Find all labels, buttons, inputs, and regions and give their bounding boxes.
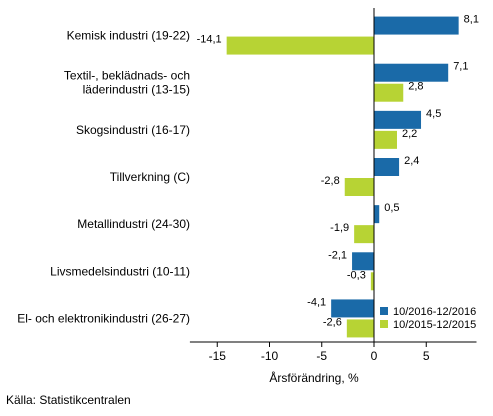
data-label: -0,3	[347, 269, 366, 281]
bar	[226, 36, 374, 55]
source-note: Källa: Statistikcentralen	[6, 393, 131, 407]
category-label: Skogsindustri (16-17)	[76, 123, 190, 137]
bar	[346, 319, 374, 338]
x-tick-label: -15	[209, 349, 227, 363]
x-tick-label: 0	[371, 349, 378, 363]
x-tick-label: 5	[423, 349, 430, 363]
data-label: 4,5	[426, 108, 441, 120]
data-label: -2,8	[321, 175, 340, 187]
bar	[344, 178, 374, 196]
data-label: 2,8	[408, 81, 423, 93]
bar	[374, 158, 400, 176]
bar	[354, 225, 374, 244]
bar	[374, 130, 397, 149]
bar	[374, 16, 459, 35]
x-tick-label: -5	[316, 349, 327, 363]
legend-label: 10/2016-12/2016	[393, 306, 476, 318]
legend-label: 10/2015-12/2015	[393, 319, 476, 331]
bar	[331, 299, 374, 318]
bars	[226, 16, 459, 338]
bar	[370, 272, 374, 291]
data-label: -2,6	[323, 316, 342, 328]
legend-swatch	[380, 307, 388, 315]
category-label: El- och elektronikindustri (26-27)	[17, 311, 190, 325]
legend-swatch	[380, 320, 388, 328]
bar	[374, 63, 449, 82]
data-label: 2,4	[404, 155, 419, 167]
data-label: 7,1	[453, 61, 468, 73]
bar	[374, 205, 380, 224]
x-axis: -15 -10 -5 0 5	[189, 8, 477, 363]
category-label: Livsmedelsindustri (10-11)	[50, 264, 190, 278]
category-label: Tillverkning (C)	[110, 170, 190, 184]
data-label: -4,1	[307, 296, 326, 308]
bar	[352, 252, 374, 271]
data-label: 8,1	[464, 14, 479, 26]
data-label: -14,1	[197, 34, 222, 46]
value-labels: 8,1 -14,1 7,1 2,8 4,5 2,2 2,4 -2,8 0,5 -1,9 -2,1-0…	[197, 14, 479, 329]
category-label: Metallindustri (24-30)	[77, 217, 190, 231]
bar	[374, 83, 404, 102]
data-label: -1,9	[330, 222, 349, 234]
category-labels: Kemisk industri (19-22) Textil-, beklädna…	[17, 29, 190, 326]
x-axis-label: Årsförändring, %	[269, 370, 359, 385]
category-label: Textil-, beklädnads- och	[64, 69, 190, 83]
data-label: 2,2	[402, 128, 417, 140]
data-label: 0,5	[384, 202, 399, 214]
category-label: Kemisk industri (19-22)	[67, 29, 190, 43]
x-tick-label: -10	[261, 349, 279, 363]
bar	[374, 110, 422, 129]
category-label: läderindustri (13-15)	[83, 83, 190, 97]
data-label: -2,1	[328, 249, 347, 261]
